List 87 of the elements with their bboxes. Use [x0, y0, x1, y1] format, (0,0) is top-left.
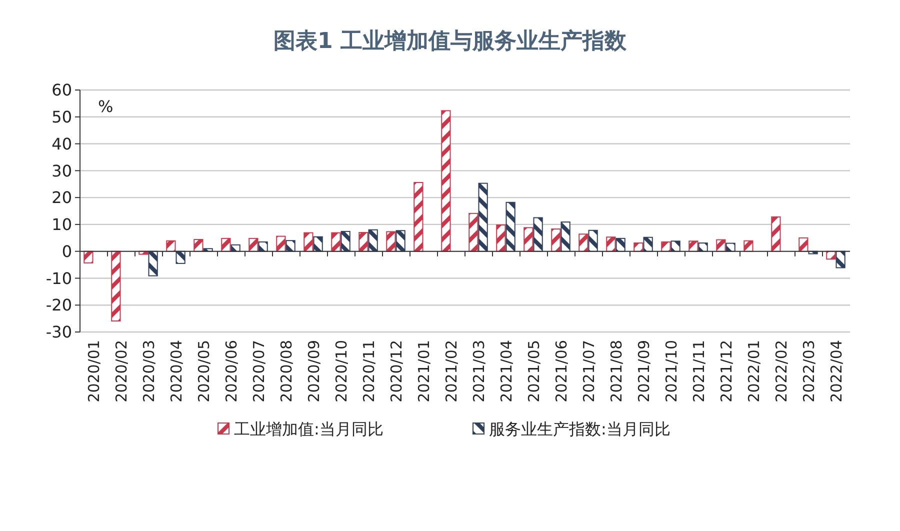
legend-label: 服务业生产指数:当月同比 — [489, 420, 670, 439]
x-tick-label: 2021/11 — [690, 340, 708, 402]
x-tick-label: 2020/01 — [85, 340, 103, 402]
bar — [340, 230, 350, 252]
x-tick-label: 2021/04 — [498, 340, 516, 402]
x-tick-label: 2022/01 — [745, 340, 763, 402]
bar — [533, 217, 543, 252]
x-tick-label: 2021/01 — [415, 340, 433, 402]
x-tick-label: 2021/03 — [470, 340, 488, 402]
x-tick-label: 2020/06 — [222, 340, 240, 402]
bar — [313, 236, 323, 252]
x-tick-label: 2022/04 — [828, 340, 846, 402]
x-tick-label: 2021/05 — [525, 340, 543, 402]
bar — [588, 230, 598, 252]
chart-title: 图表1 工业增加值与服务业生产指数 — [274, 28, 628, 54]
y-tick-label: 40 — [52, 134, 72, 154]
bar — [496, 224, 506, 252]
annotation: % — [98, 97, 114, 116]
bar — [744, 240, 754, 252]
y-tick-label: 30 — [52, 161, 72, 180]
bar — [643, 236, 653, 252]
bar — [331, 232, 341, 252]
x-tick-label: 2020/08 — [278, 340, 296, 402]
bar — [578, 234, 588, 252]
bar — [524, 227, 534, 252]
x-tick-label: 2021/10 — [662, 340, 680, 402]
x-tick-label: 2021/12 — [718, 340, 736, 402]
bar — [560, 222, 570, 252]
x-tick-label: 2021/08 — [608, 340, 626, 402]
bar — [441, 110, 451, 252]
x-tick-label: 2020/10 — [332, 340, 350, 402]
bar — [148, 250, 158, 276]
bar — [111, 250, 121, 322]
y-tick-label: 50 — [52, 107, 72, 126]
x-tick-label: 2020/07 — [250, 340, 268, 402]
bar — [716, 239, 726, 252]
x-tick-label: 2020/04 — [168, 340, 186, 402]
bar — [634, 242, 644, 252]
x-tick-label: 2021/09 — [635, 340, 653, 402]
x-tick-label: 2020/09 — [305, 340, 323, 402]
bar — [661, 241, 671, 252]
bar — [304, 232, 314, 252]
bar — [84, 250, 94, 264]
bar — [276, 236, 286, 252]
x-tick-label: 2020/02 — [112, 340, 130, 402]
bar — [194, 239, 204, 252]
y-tick-label: 0 — [62, 242, 72, 261]
bar — [826, 250, 836, 260]
bar — [248, 238, 258, 252]
bar — [414, 182, 424, 252]
bar — [386, 231, 396, 252]
legend-label: 工业增加值:当月同比 — [234, 420, 384, 439]
y-tick-label: -20 — [46, 296, 72, 315]
x-tick-label: 2020/05 — [195, 340, 213, 402]
y-tick-label: -30 — [46, 322, 72, 342]
y-tick-label: 10 — [52, 215, 72, 234]
bar — [258, 241, 268, 252]
bar — [396, 230, 406, 252]
bar — [688, 240, 698, 252]
bar — [551, 228, 561, 252]
bar — [468, 212, 478, 252]
bar — [286, 240, 296, 252]
bar — [478, 182, 488, 252]
x-tick-label: 2022/02 — [772, 340, 790, 402]
bar — [836, 250, 846, 268]
bar — [166, 240, 176, 252]
bar — [176, 250, 186, 264]
x-tick-label: 2021/06 — [552, 340, 570, 402]
x-tick-label: 2020/12 — [388, 340, 406, 402]
bar — [606, 236, 616, 252]
x-tick-label: 2022/03 — [800, 340, 818, 402]
bar — [798, 237, 808, 252]
x-tick-label: 2020/03 — [140, 340, 158, 402]
bar — [368, 229, 378, 252]
x-tick-label: 2021/02 — [442, 340, 460, 402]
bar — [698, 242, 708, 252]
bar — [670, 240, 680, 252]
y-tick-label: -10 — [46, 268, 72, 288]
bar — [616, 238, 626, 252]
y-tick-label: 20 — [52, 188, 72, 208]
bar — [221, 238, 231, 252]
bar — [358, 232, 368, 252]
bar — [506, 202, 516, 252]
x-tick-label: 2020/11 — [360, 340, 378, 402]
x-tick-label: 2021/07 — [580, 340, 598, 402]
bar — [771, 216, 781, 252]
y-tick-label: 60 — [52, 80, 72, 100]
